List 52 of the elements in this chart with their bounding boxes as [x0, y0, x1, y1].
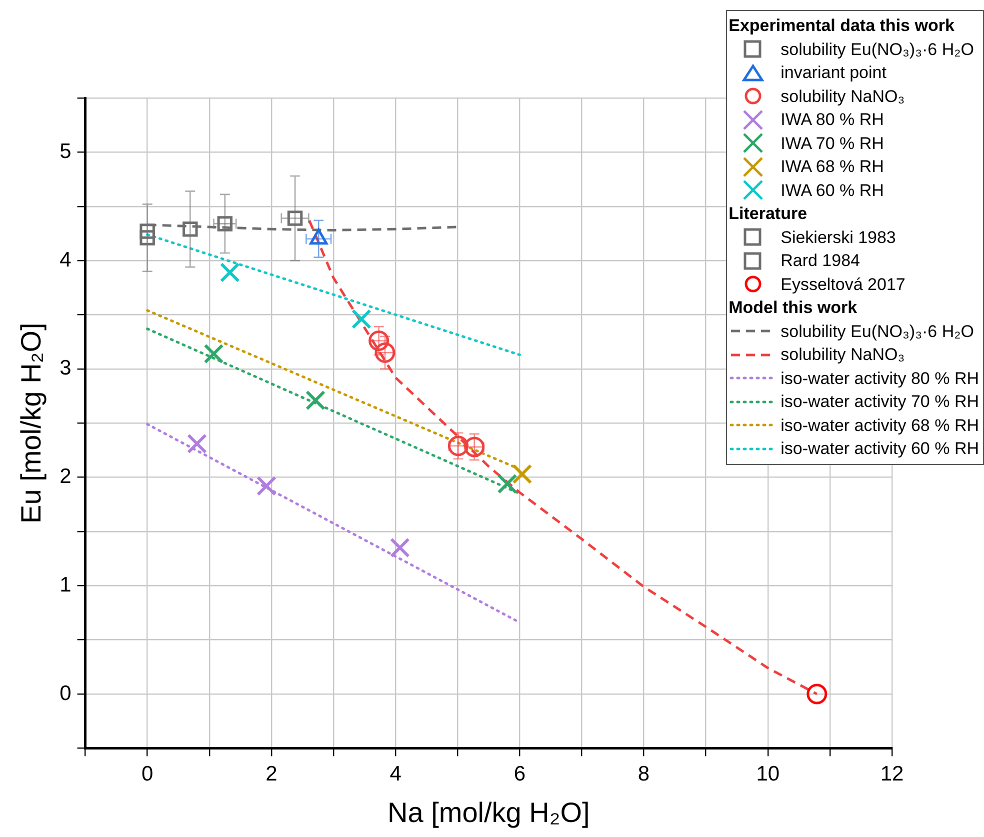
legend-label: IWA 68 % RH	[780, 156, 884, 178]
legend-label: iso-water activity 80 % RH	[780, 368, 979, 390]
y-tick-label: 3	[60, 356, 72, 380]
point	[256, 476, 276, 496]
legend-label: Siekierski 1983	[780, 226, 896, 248]
annotation: Literature	[728, 203, 808, 225]
point	[464, 436, 485, 458]
point	[220, 262, 240, 282]
legend-label: iso-water activity 68 % RH	[780, 414, 979, 436]
legend-label: solubility NaNO₃	[780, 86, 905, 108]
point	[806, 684, 828, 704]
point	[140, 230, 155, 246]
x-tick-label: 10	[756, 762, 780, 786]
y-tick-label: 0	[60, 682, 72, 705]
legend-label: IWA 70 % RH	[780, 132, 884, 154]
point	[287, 210, 303, 226]
legend-label: IWA 80 % RH	[780, 109, 884, 131]
point	[368, 330, 390, 351]
x-axis-title: Na [mol/kg H₂O]	[388, 796, 590, 828]
x-tick-label: 0	[141, 762, 154, 786]
y-tick-label: 4	[60, 248, 72, 272]
x-tick-label: 6	[514, 762, 526, 786]
point	[217, 216, 233, 232]
legend-label: IWA 60 % RH	[780, 180, 884, 202]
legend-label: iso-water activity 70 % RH	[780, 391, 979, 413]
point	[140, 224, 155, 239]
point	[497, 474, 518, 494]
y-tick-label: 1	[60, 573, 72, 596]
annotation: Model this work	[728, 297, 858, 319]
x-tick-label: 2	[266, 762, 278, 786]
y-tick-label: 5	[60, 140, 72, 163]
x-tick-label: 8	[638, 762, 650, 786]
x-tick-label: 12	[880, 762, 904, 786]
legend-label: invariant point	[780, 62, 886, 84]
y-axis-title: Eu [mol/kg H₂O]	[16, 322, 47, 524]
point	[186, 434, 207, 454]
legend-label: solubility Eu(NO₃)₃·6 H₂O	[780, 320, 974, 342]
point	[390, 538, 410, 558]
point	[306, 390, 326, 410]
text: Experimental data this work	[728, 15, 956, 37]
point	[351, 309, 372, 330]
legend-label: iso-water activity 60 % RH	[780, 438, 979, 460]
point	[448, 436, 468, 456]
point	[182, 222, 198, 237]
point	[512, 464, 532, 484]
point	[204, 344, 224, 364]
legend-label: Rard 1984	[780, 250, 860, 272]
legend-label: solubility Eu(NO₃)₃·6 H₂O	[780, 38, 974, 60]
x-tick-label: 4	[390, 762, 402, 786]
legend-label: Eysseltová 2017	[780, 274, 906, 296]
legend-label: solubility NaNO₃	[780, 344, 905, 366]
y-tick-label: 2	[60, 465, 72, 488]
